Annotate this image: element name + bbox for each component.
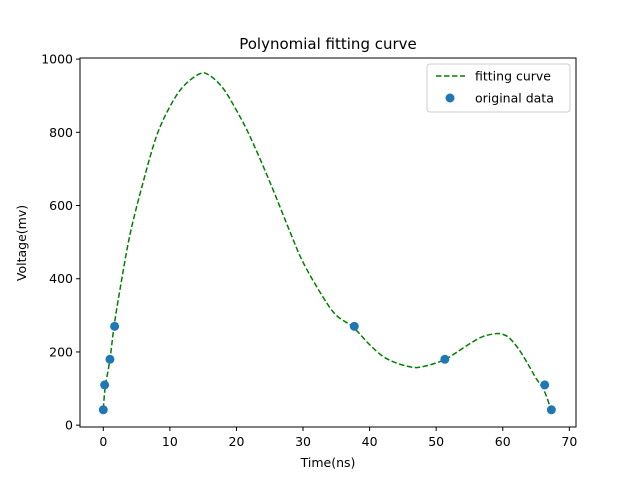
x-tick-label: 60 [495,434,511,449]
axes-frame [79,57,577,428]
x-tick-label: 40 [362,434,378,449]
data-point [105,354,115,364]
x-tick-label: 70 [561,434,577,449]
y-tick-label: 200 [49,344,73,359]
fitting-curve-line [102,72,553,411]
y-axis-ticks: 0 200 400 600 800 1000 [41,52,80,433]
legend-label-fitting-curve: fitting curve [475,69,551,84]
y-tick-label: 600 [49,198,73,213]
x-tick-label: 20 [229,434,245,449]
legend-label-original-data: original data [475,91,554,106]
y-tick-label: 0 [65,418,73,433]
x-tick-label: 10 [162,434,178,449]
chart-title: Polynomial fitting curve [239,35,417,53]
x-tick-label: 50 [428,434,444,449]
x-tick-label: 0 [99,434,107,449]
y-tick-label: 1000 [41,52,73,67]
x-tick-label: 30 [295,434,311,449]
data-point [546,405,556,415]
data-point [540,380,550,390]
data-point [349,321,359,331]
x-axis-ticks: 0 10 20 30 40 50 60 70 [99,427,577,449]
data-point [100,380,110,390]
y-tick-label: 400 [49,271,73,286]
legend-marker-swatch [445,93,455,103]
y-tick-label: 800 [49,125,73,140]
legend: fitting curve original data [426,63,571,113]
x-axis-label: Time(ns) [300,455,356,470]
data-point [440,354,450,364]
data-point [98,405,108,415]
data-point [110,321,120,331]
y-axis-label: Voltage(mv) [14,205,29,281]
plot-area [98,72,556,415]
